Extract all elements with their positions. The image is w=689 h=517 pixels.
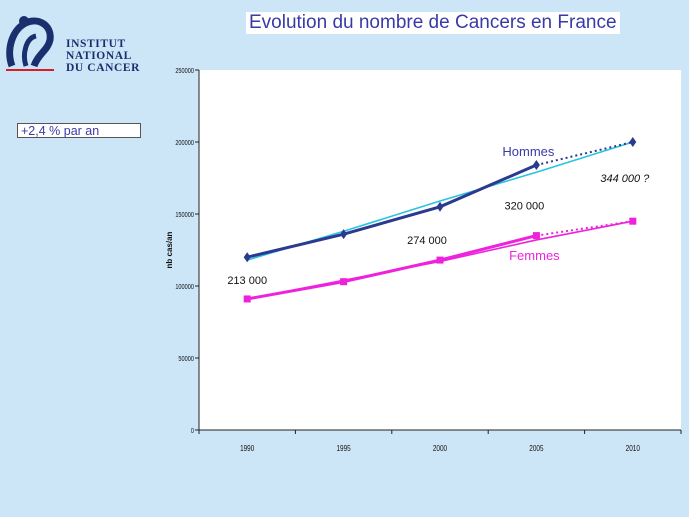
y-tick-label: 200000 [175,139,194,147]
series-projection-hommes [536,141,634,167]
y-tick-label: 50000 [178,355,194,363]
institut-national-du-cancer-logo: INSTITUT NATIONAL DU CANCER [4,14,140,76]
data-point-hommes [243,252,251,263]
annotation-label: 213 000 [227,275,267,287]
data-point-femmes [629,217,637,225]
data-point-femmes [532,232,540,240]
data-point-hommes [532,160,540,171]
y-tick-label: 100000 [175,283,194,291]
annotation-label: Femmes [509,248,560,263]
data-point-hommes [436,201,444,212]
logo-line-3: DU CANCER [66,62,141,74]
series-line-hommes [246,163,537,259]
data-point-hommes [340,229,348,240]
logo-line-2: NATIONAL [66,50,132,62]
annotation-label: 274 000 [407,235,447,247]
annotation-label: 344 000 ? [600,173,650,185]
logo-emblem-icon [6,16,54,71]
annotation-label: 320 000 [505,200,545,212]
x-tick-label: 1995 [336,443,350,453]
logo-text: INSTITUT NATIONAL DU CANCER [66,38,140,74]
series-projection-femmes [536,220,633,237]
series-line-femmes [246,234,537,301]
y-tick-label: 250000 [175,67,194,75]
growth-rate-note: +2,4 % par an [17,123,141,138]
x-tick-label: 1990 [240,443,254,453]
data-point-femmes [243,295,251,303]
annotation-label: Hommes [502,144,555,159]
x-tick-label: 2005 [529,443,543,453]
data-point-femmes [436,256,444,264]
data-point-hommes [629,137,637,147]
data-point-femmes [340,278,348,286]
y-axis-label: nb cas/an [165,231,174,268]
x-tick-label: 2000 [433,443,447,453]
x-tick-label: 2010 [626,443,640,453]
page-title: Evolution du nombre de Cancers en France [246,12,620,34]
y-tick-label: 150000 [175,211,194,219]
logo-line-1: INSTITUT [66,38,126,50]
y-tick-label: 0 [191,427,195,435]
